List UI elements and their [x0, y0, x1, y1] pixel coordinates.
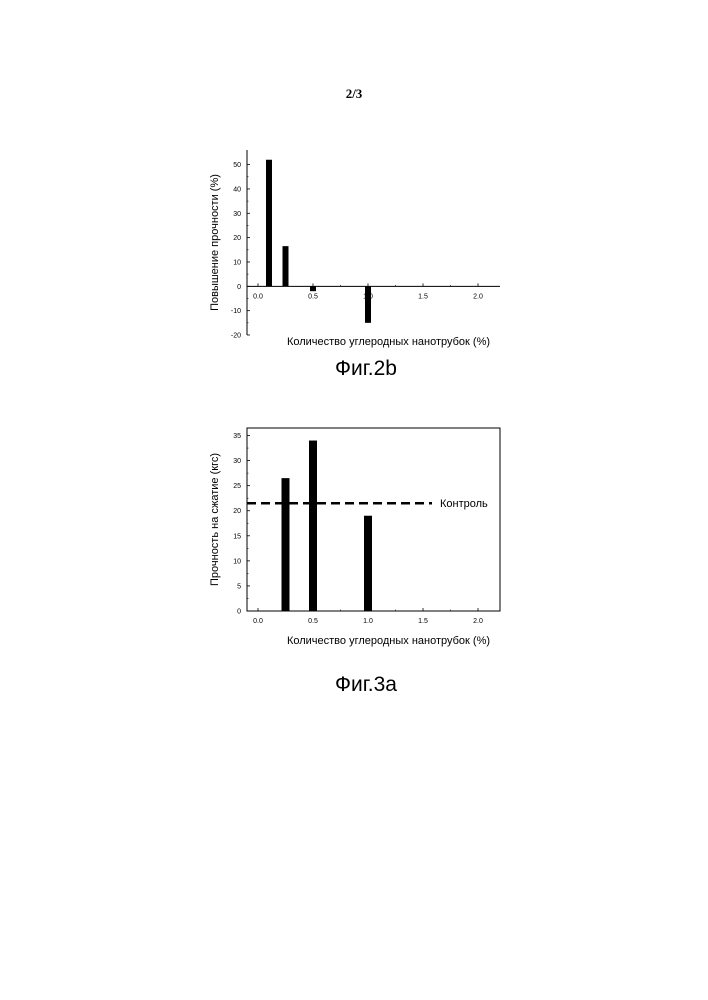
- y-axis-label: Прочность на сжатие (кгс): [209, 453, 221, 586]
- y-tick-label: 30: [233, 458, 241, 465]
- chart-fig-3a: 0 5 10 15 20 25 30 35 0.0 0.5 1.0 1.5 2.0 Контроль Кол…: [0, 0, 708, 720]
- reference-line-label: Контроль: [440, 498, 488, 510]
- x-tick-label: 0.5: [308, 618, 318, 625]
- x-axis-label: Количество углеродных нанотрубок (%): [287, 635, 490, 647]
- bar: [364, 516, 372, 611]
- x-tick-label: 2.0: [473, 618, 483, 625]
- y-tick-label: 0: [237, 609, 241, 616]
- y-tick-label: 35: [233, 433, 241, 440]
- x-tick-label: 0.0: [253, 618, 263, 625]
- y-tick-label: 15: [233, 533, 241, 540]
- bar: [309, 441, 317, 611]
- y-tick-label: 20: [233, 508, 241, 515]
- x-tick-label: 1.0: [363, 618, 373, 625]
- figure-caption: Фиг.3a: [335, 673, 397, 696]
- y-tick-label: 10: [233, 558, 241, 565]
- x-tick-label: 1.5: [418, 618, 428, 625]
- y-tick-label: 5: [237, 583, 241, 590]
- bar: [282, 478, 290, 611]
- y-tick-label: 25: [233, 483, 241, 490]
